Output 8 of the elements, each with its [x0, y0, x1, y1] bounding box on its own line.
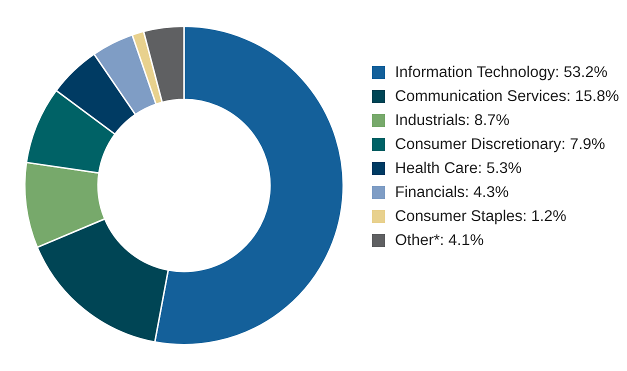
legend-label: Consumer Discretionary: 7.9% — [395, 136, 606, 153]
legend-label: Industrials: 8.7% — [395, 112, 510, 129]
legend-label: Financials: 4.3% — [395, 184, 509, 201]
legend-label: Consumer Staples: 1.2% — [395, 208, 566, 225]
legend-label: Communication Services: 15.8% — [395, 88, 619, 105]
legend-label: Health Care: 5.3% — [395, 160, 522, 177]
legend-label: Information Technology: 53.2% — [395, 64, 608, 81]
legend-label: Other*: 4.1% — [395, 232, 484, 249]
